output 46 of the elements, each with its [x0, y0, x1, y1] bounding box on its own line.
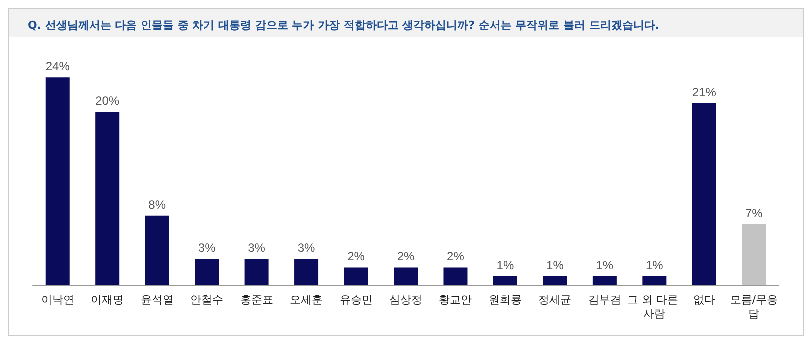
bar [742, 224, 766, 285]
bar [642, 276, 667, 285]
x-tick-label: 홍준표 [240, 294, 274, 306]
data-label: 2% [348, 250, 366, 264]
x-tick-label: 없다 [693, 294, 716, 306]
data-label: 2% [447, 250, 465, 264]
bar [145, 216, 170, 285]
data-label: 1% [546, 258, 564, 272]
chart-title: Q. 선생님께서는 다음 인물들 중 차기 대통령 감으로 누가 가장 적합하다고 생각하십니까? 순서는 무작위로 불러 드리겠습니다. [28, 19, 660, 32]
bar [543, 276, 568, 285]
data-label: 8% [148, 198, 166, 212]
x-tick-label: 윤석열 [140, 294, 174, 306]
data-label: 1% [496, 258, 514, 272]
bar [692, 104, 716, 285]
data-label: 7% [745, 206, 764, 221]
x-tick-label: 그 외 다른 사람 [627, 294, 682, 320]
x-tick-label: 모름/무응답 [730, 294, 778, 320]
data-label: 1% [646, 258, 664, 272]
bar [195, 259, 220, 285]
data-label: 1% [596, 258, 614, 272]
data-label: 20% [96, 94, 120, 108]
bar [244, 259, 269, 285]
bar [394, 268, 418, 285]
bar [294, 259, 319, 285]
data-label: 24% [46, 60, 70, 74]
x-tick-label: 이낙연 [41, 294, 74, 306]
x-tick-label: 심상정 [390, 294, 422, 306]
x-tick-label: 김부겸 [588, 294, 622, 306]
bar [592, 276, 617, 285]
bar [493, 276, 518, 285]
data-label: 21% [692, 86, 717, 100]
bar [444, 268, 468, 285]
x-tick-label: 안철수 [190, 294, 224, 306]
bar [344, 268, 368, 285]
x-tick-label: 오세훈 [290, 294, 324, 306]
data-label: 3% [298, 241, 316, 256]
x-tick-label: 원희룡 [488, 294, 522, 306]
bar [96, 112, 120, 285]
x-tick-label: 정세균 [538, 294, 572, 306]
data-label: 3% [248, 241, 266, 256]
x-tick-label: 이재명 [91, 294, 124, 306]
bar [46, 78, 70, 285]
x-tick-label: 황교안 [439, 294, 472, 306]
data-label: 2% [397, 250, 415, 264]
x-tick-label: 유승민 [340, 294, 373, 306]
data-label: 3% [198, 241, 216, 256]
